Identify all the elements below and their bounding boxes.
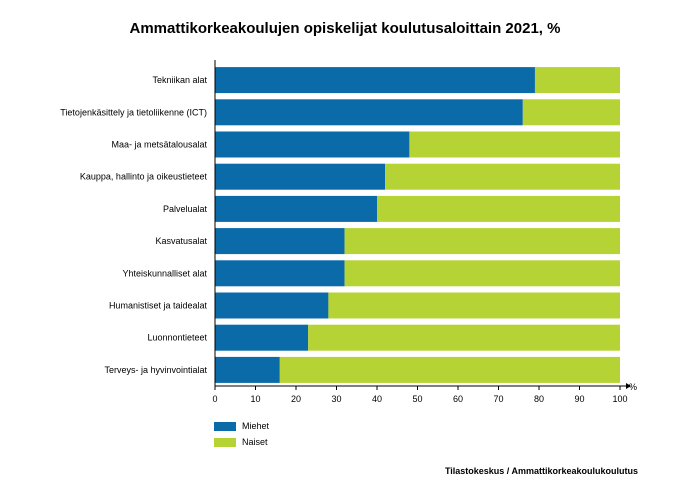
legend-swatch-miehet [214, 421, 236, 431]
legend-swatch-naiset [214, 437, 236, 447]
bar-miehet-2 [215, 131, 410, 158]
bar-naiset-5 [344, 228, 620, 255]
x-tick-label: 30 [331, 394, 341, 404]
source-note: Tilastokeskus / Ammattikorkeakoulukoulut… [444, 466, 638, 476]
x-tick-label: 0 [212, 394, 217, 404]
bar-naiset-6 [344, 260, 620, 287]
chart-title: Ammattikorkeakoulujen opiskelijat koulut… [129, 20, 561, 37]
category-label: Kauppa, hallinto ja oikeustieteet [80, 172, 208, 182]
category-label: Yhteiskunnalliset alat [122, 268, 207, 278]
x-tick-label: 100 [612, 394, 627, 404]
category-label: Tekniikan alat [152, 75, 207, 85]
category-label: Humanistiset ja taidealat [109, 301, 208, 311]
bar-miehet-5 [215, 228, 345, 255]
x-tick-label: 60 [453, 394, 463, 404]
bar-naiset-7 [328, 292, 620, 319]
legend-label-miehet: Miehet [242, 421, 270, 431]
bar-miehet-7 [215, 292, 329, 319]
bar-miehet-8 [215, 324, 309, 351]
category-label: Palvelualat [163, 204, 208, 214]
category-label: Tietojenkäsittely ja tietoliikenne (ICT) [60, 107, 207, 117]
x-tick-label: 40 [372, 394, 382, 404]
x-tick-label: 50 [412, 394, 422, 404]
x-tick-label: 80 [534, 394, 544, 404]
bar-naiset-1 [522, 99, 620, 126]
bar-miehet-4 [215, 195, 377, 222]
bar-naiset-4 [377, 195, 620, 222]
legend-label-naiset: Naiset [242, 437, 268, 447]
x-tick-label: 90 [574, 394, 584, 404]
category-label: Terveys- ja hyvinvointialat [104, 365, 207, 375]
legend-item-naiset: Naiset [214, 436, 268, 448]
bar-naiset-9 [279, 356, 620, 383]
bar-miehet-0 [215, 67, 535, 94]
category-label: Luonnontieteet [147, 333, 207, 343]
bar-miehet-1 [215, 99, 523, 126]
category-label: Maa- ja metsätalousalat [111, 140, 207, 150]
bar-naiset-3 [385, 163, 620, 190]
legend-item-miehet: Miehet [214, 420, 269, 432]
bar-naiset-8 [308, 324, 620, 351]
x-axis-arrow [626, 383, 631, 389]
bar-miehet-3 [215, 163, 386, 190]
x-tick-label: 10 [250, 394, 260, 404]
bar-naiset-0 [534, 67, 620, 94]
category-label: Kasvatusalat [155, 236, 207, 246]
x-axis-unit-label: % [629, 382, 637, 392]
x-tick-label: 20 [291, 394, 301, 404]
bar-miehet-6 [215, 260, 345, 287]
bar-miehet-9 [215, 356, 280, 383]
bar-naiset-2 [409, 131, 620, 158]
x-tick-label: 70 [493, 394, 503, 404]
